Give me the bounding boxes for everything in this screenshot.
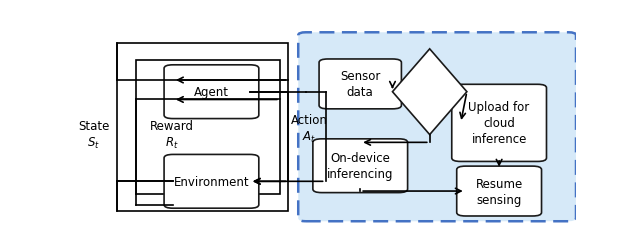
Text: State
$S_t$: State $S_t$ [78,119,109,151]
Polygon shape [392,50,467,135]
Text: Sensor
data: Sensor data [340,70,380,99]
Text: Environment: Environment [173,175,249,188]
Text: On-device
inferencing: On-device inferencing [327,152,394,180]
FancyBboxPatch shape [313,139,408,193]
Bar [117,44,288,211]
FancyBboxPatch shape [457,167,541,216]
FancyBboxPatch shape [452,85,547,162]
Bar [136,60,280,194]
FancyBboxPatch shape [319,60,401,109]
Text: Reward
$R_t$: Reward $R_t$ [150,119,194,151]
Text: Action
$A_t$: Action $A_t$ [291,114,328,145]
Text: Upload for
cloud
inference: Upload for cloud inference [468,101,530,146]
FancyBboxPatch shape [298,33,576,221]
FancyBboxPatch shape [164,66,259,119]
Text: Resume
sensing: Resume sensing [476,177,523,206]
FancyBboxPatch shape [164,155,259,208]
Text: Agent: Agent [194,86,229,99]
